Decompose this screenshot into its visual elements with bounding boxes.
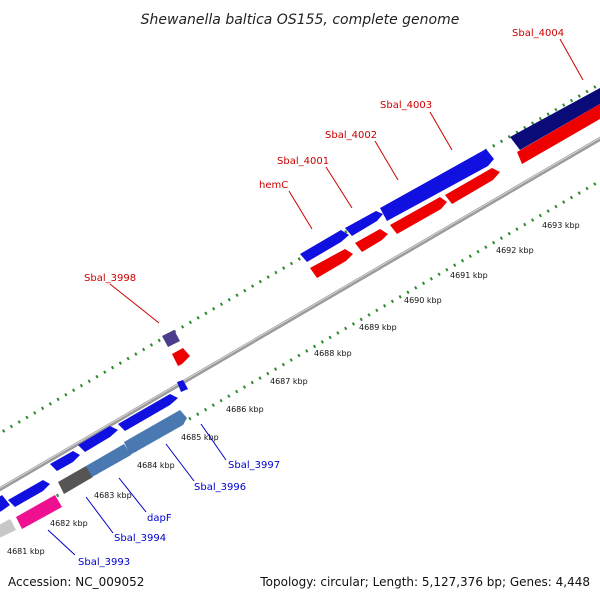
gene-arrow[interactable] — [118, 394, 178, 431]
gene-arrow[interactable] — [445, 168, 500, 204]
tick-label: 4686 kbp — [226, 405, 264, 414]
gene-arrow[interactable] — [0, 519, 16, 540]
tick-label: 4687 kbp — [270, 377, 308, 386]
gene-arrow[interactable] — [300, 230, 349, 262]
gene-arrow[interactable] — [380, 149, 494, 221]
gene-arrow[interactable] — [517, 104, 600, 164]
gene-arrow[interactable] — [177, 380, 188, 392]
gene-arrow[interactable] — [310, 249, 353, 278]
tick-label: 4681 kbp — [7, 547, 45, 556]
label-leader — [47, 529, 76, 556]
gene-arrow[interactable] — [16, 495, 62, 529]
gene-label[interactable]: Sbal_3996 — [194, 482, 246, 493]
tick-label: 4682 kbp — [50, 519, 88, 528]
gene-label[interactable]: Sbal_3994 — [114, 533, 166, 544]
tick-label: 4683 kbp — [94, 491, 132, 500]
gene-arrow[interactable] — [124, 410, 187, 455]
gene-label[interactable]: Sbal_4001 — [277, 156, 329, 167]
label-leader — [559, 38, 584, 81]
gene-arrow[interactable] — [86, 444, 131, 477]
tick-label: 4692 kbp — [496, 246, 534, 255]
gene-label[interactable]: Sbal_4004 — [512, 28, 564, 39]
tick-label: 4691 kbp — [450, 271, 488, 280]
gene-label[interactable]: Sbal_4002 — [325, 130, 377, 141]
tick-label: 4690 kbp — [404, 296, 442, 305]
gene-arrow[interactable] — [8, 480, 50, 507]
gene-label[interactable]: Sbal_4003 — [380, 100, 432, 111]
label-leader — [85, 496, 114, 534]
label-leader — [288, 190, 313, 230]
tick-label: 4684 kbp — [137, 461, 175, 470]
gene-arrow[interactable] — [390, 197, 447, 234]
label-leader — [200, 423, 227, 461]
gene-arrow[interactable] — [0, 495, 10, 515]
accession-text: Accession: NC_009052 — [8, 575, 144, 589]
inner-tick-row — [9, 179, 600, 525]
genome-backbone — [0, 136, 600, 492]
tick-label: 4693 kbp — [542, 221, 580, 230]
gene-arrow[interactable] — [510, 88, 600, 150]
label-leader — [325, 166, 353, 209]
map-title: Shewanella baltica OS155, complete genom… — [141, 12, 460, 28]
label-leader — [165, 443, 195, 482]
gene-label[interactable]: hemC — [259, 180, 288, 191]
gene-arrow[interactable] — [50, 451, 80, 471]
tick-label: 4689 kbp — [359, 323, 397, 332]
label-leader — [374, 140, 399, 181]
gene-arrow[interactable] — [355, 229, 388, 252]
gene-label[interactable]: Sbal_3998 — [84, 273, 136, 284]
gene-arrow[interactable] — [58, 466, 93, 494]
label-leader — [118, 477, 147, 513]
gene-arrow[interactable] — [162, 330, 180, 347]
tick-label: 4685 kbp — [181, 433, 219, 442]
gene-arrow[interactable] — [172, 348, 190, 366]
tick-label: 4688 kbp — [314, 349, 352, 358]
backbone-highlight — [0, 137, 600, 489]
genome-summary-text: Topology: circular; Length: 5,127,376 bp… — [259, 575, 590, 589]
gene-label[interactable]: Sbal_3993 — [78, 557, 130, 568]
label-leader — [429, 111, 453, 151]
gene-arrow[interactable] — [345, 211, 383, 236]
label-leader — [109, 283, 160, 324]
gene-label[interactable]: Sbal_3997 — [228, 460, 280, 471]
gene-arrow[interactable] — [78, 426, 118, 452]
gene-label[interactable]: dapF — [147, 513, 172, 524]
